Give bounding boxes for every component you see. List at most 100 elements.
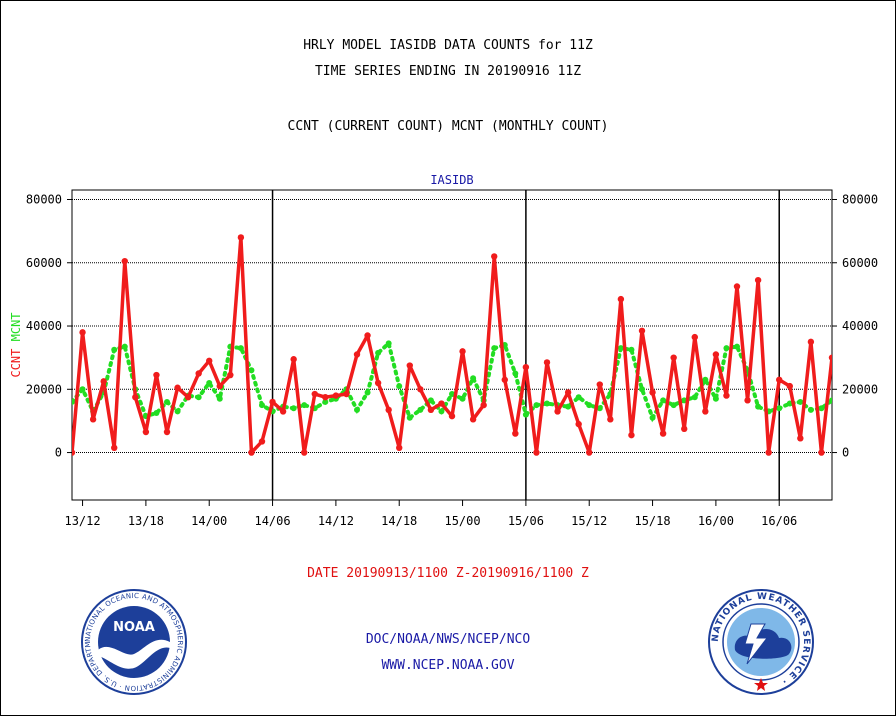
ccnt-point	[385, 406, 392, 414]
ccnt-point	[132, 393, 139, 401]
y-tick-label-left: 80000	[26, 192, 62, 206]
mcnt-point	[544, 400, 550, 407]
ccnt-point	[702, 408, 709, 415]
mcnt-point	[396, 383, 403, 390]
ccnt-point	[744, 397, 751, 404]
mcnt-point	[417, 406, 424, 413]
y-tick-label-left: 60000	[26, 256, 62, 270]
ccnt-point	[628, 431, 635, 439]
mcnt-point	[216, 395, 223, 402]
mcnt-point	[153, 410, 160, 417]
mcnt-point	[670, 402, 677, 409]
chart-title-line2: TIME SERIES ENDING IN 20190916 11Z	[314, 64, 582, 79]
mcnt-point	[776, 405, 783, 412]
ccnt-point	[712, 351, 720, 358]
website-link[interactable]: WWW.NCEP.NOAA.GOV	[381, 658, 515, 673]
x-tick-label: 15/00	[444, 514, 480, 528]
ccnt-point	[554, 408, 561, 415]
mcnt-point	[72, 398, 75, 405]
ccnt-point	[153, 371, 160, 379]
ccnt-point	[184, 393, 192, 401]
mcnt-point	[354, 406, 360, 413]
mcnt-point	[723, 345, 730, 352]
y-tick-label-right: 40000	[842, 319, 878, 333]
mcnt-point	[427, 397, 434, 404]
nws-logo: NATIONAL WEATHER SERVICE ·	[708, 589, 814, 695]
y-axis-label-ccnt: CCNT	[9, 349, 23, 378]
y-axis-label: CCNT MCNT	[9, 312, 23, 377]
ccnt-point	[607, 416, 614, 423]
mcnt-point	[301, 402, 308, 409]
mcnt-point	[565, 403, 572, 410]
ccnt-point	[818, 449, 825, 456]
date-range-label: DATE 20190913/1100 Z-20190916/1100 Z	[307, 566, 589, 581]
mcnt-point	[660, 397, 667, 404]
mcnt-point	[797, 398, 804, 405]
ccnt-point	[723, 392, 730, 399]
ccnt-point	[575, 420, 582, 428]
mcnt-point	[237, 345, 244, 352]
ccnt-point	[469, 416, 477, 423]
x-tick-label: 14/12	[318, 514, 354, 528]
ccnt-point	[681, 425, 688, 433]
mcnt-point	[628, 346, 635, 353]
ccnt-point	[89, 416, 97, 423]
x-tick-label: 14/06	[254, 514, 290, 528]
mcnt-point	[385, 340, 392, 347]
y-tick-label-left: 40000	[26, 319, 62, 333]
ccnt-point	[396, 444, 403, 452]
ccnt-series-line	[72, 235, 832, 455]
mcnt-point	[174, 408, 181, 415]
mcnt-point	[533, 402, 540, 409]
ccnt-point	[543, 359, 551, 366]
ccnt-point	[364, 332, 371, 339]
x-tick-label: 16/00	[698, 514, 734, 528]
y-tick-label-left: 20000	[26, 382, 62, 396]
mcnt-point	[449, 391, 455, 398]
ccnt-point	[659, 430, 667, 437]
ccnt-point	[564, 389, 572, 396]
mcnt-point	[438, 408, 445, 415]
ccnt-point	[491, 253, 498, 260]
ccnt-point	[501, 376, 508, 383]
x-tick-label: 13/12	[64, 514, 100, 528]
ccnt-point	[512, 430, 519, 437]
ccnt-point	[754, 276, 762, 284]
ccnt-point	[227, 371, 234, 379]
y-tick-label-right: 60000	[842, 256, 878, 270]
mcnt-point	[522, 411, 529, 418]
ccnt-point	[427, 406, 435, 414]
mcnt-point	[649, 414, 656, 421]
ccnt-point	[638, 327, 646, 334]
ccnt-point	[459, 348, 466, 355]
ccnt-point	[596, 381, 603, 388]
chart-subtitle: CCNT (CURRENT COUNT) MCNT (MONTHLY COUNT…	[287, 119, 609, 134]
mcnt-point	[195, 394, 202, 401]
ccnt-point	[322, 393, 329, 401]
mcnt-point	[829, 397, 832, 404]
mcnt-point	[459, 395, 466, 402]
noaa-logo-text: NOAA	[113, 620, 155, 635]
mcnt-point	[290, 405, 297, 412]
ccnt-point	[100, 378, 107, 385]
ccnt-point	[617, 295, 625, 303]
ccnt-point	[142, 428, 150, 436]
mcnt-point	[807, 406, 814, 413]
mcnt-point	[406, 414, 413, 421]
y-tick-label-right: 20000	[842, 382, 878, 396]
x-tick-label: 15/06	[508, 514, 544, 528]
ccnt-point	[343, 390, 350, 398]
mcnt-point	[259, 402, 265, 409]
x-tick-label: 16/06	[761, 514, 797, 528]
x-tick-label: 15/18	[634, 514, 670, 528]
ccnt-point	[776, 376, 783, 383]
chart-title-line1: HRLY MODEL IASIDB DATA COUNTS for 11Z	[303, 38, 593, 53]
ccnt-point	[72, 449, 76, 456]
mcnt-point	[712, 395, 719, 402]
ccnt-point	[417, 386, 424, 393]
ccnt-point	[248, 449, 255, 456]
ccnt-point	[111, 444, 118, 452]
ccnt-point	[206, 357, 213, 365]
ccnt-point	[765, 449, 772, 456]
ccnt-point	[121, 257, 128, 265]
